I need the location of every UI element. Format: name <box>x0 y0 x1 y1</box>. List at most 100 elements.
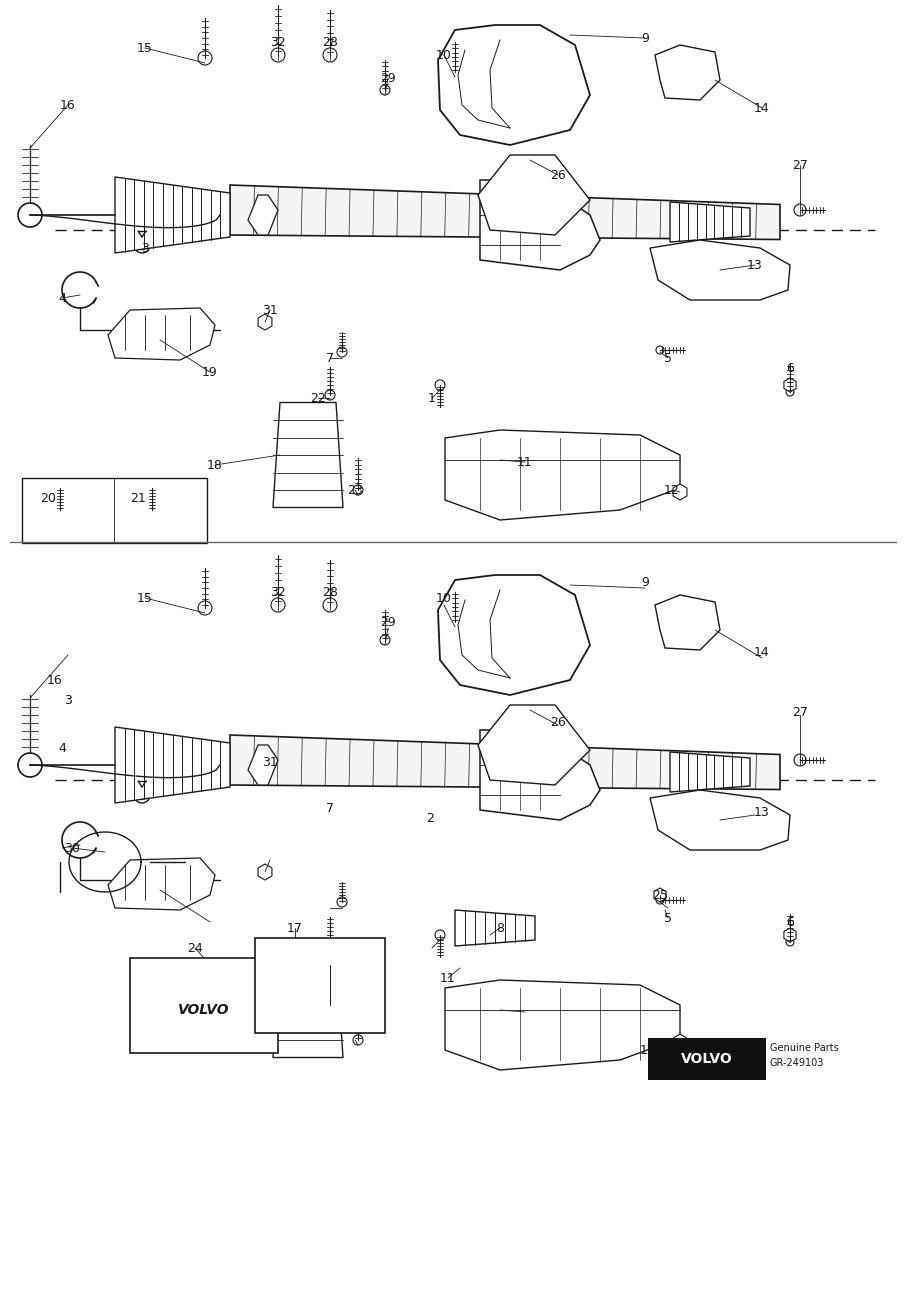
Circle shape <box>261 868 269 877</box>
Circle shape <box>380 84 390 95</box>
Circle shape <box>676 1038 684 1047</box>
Text: VOLVO: VOLVO <box>681 1052 733 1066</box>
Text: 29: 29 <box>381 71 396 84</box>
Circle shape <box>794 204 806 216</box>
Circle shape <box>656 891 664 899</box>
Text: 15: 15 <box>137 591 153 604</box>
Polygon shape <box>670 752 750 792</box>
Circle shape <box>786 388 794 396</box>
Bar <box>130 957 278 1053</box>
Polygon shape <box>438 25 590 145</box>
Text: 9: 9 <box>641 575 649 588</box>
Text: 14: 14 <box>754 646 770 659</box>
Text: 7: 7 <box>326 352 334 365</box>
Polygon shape <box>230 735 780 790</box>
Text: 31: 31 <box>262 756 278 769</box>
Circle shape <box>680 70 690 81</box>
Polygon shape <box>445 430 680 520</box>
Circle shape <box>323 48 337 62</box>
Text: 12: 12 <box>664 483 680 496</box>
Polygon shape <box>673 1034 687 1050</box>
Circle shape <box>786 938 794 946</box>
Polygon shape <box>445 979 680 1070</box>
Circle shape <box>198 51 212 65</box>
Polygon shape <box>655 45 720 100</box>
Text: 2: 2 <box>426 812 434 825</box>
Text: 13: 13 <box>747 259 763 271</box>
Circle shape <box>271 598 285 612</box>
Circle shape <box>786 381 794 388</box>
Circle shape <box>340 976 360 995</box>
Bar <box>255 938 385 1033</box>
Text: 5: 5 <box>664 352 672 365</box>
Text: 8: 8 <box>496 921 504 934</box>
Polygon shape <box>115 727 230 803</box>
Bar <box>22 478 207 543</box>
Polygon shape <box>455 911 535 946</box>
Polygon shape <box>248 746 278 785</box>
Polygon shape <box>670 203 750 242</box>
Polygon shape <box>480 730 600 820</box>
Polygon shape <box>478 155 590 235</box>
Text: 3: 3 <box>141 242 149 255</box>
Text: 30: 30 <box>64 842 80 855</box>
Text: 32: 32 <box>270 35 286 48</box>
Text: Genuine Parts: Genuine Parts <box>770 1043 839 1053</box>
Text: 11: 11 <box>517 456 533 469</box>
Text: 25: 25 <box>652 889 668 902</box>
Polygon shape <box>784 927 796 942</box>
Circle shape <box>515 735 535 755</box>
Text: 29: 29 <box>381 616 396 629</box>
Polygon shape <box>650 790 790 850</box>
Polygon shape <box>650 240 790 300</box>
Circle shape <box>435 381 445 390</box>
Circle shape <box>450 68 460 77</box>
Text: 17: 17 <box>287 921 303 934</box>
Circle shape <box>708 808 732 831</box>
Text: GR-249103: GR-249103 <box>770 1057 824 1068</box>
Circle shape <box>500 210 520 230</box>
Text: 22: 22 <box>310 391 326 404</box>
Polygon shape <box>230 184 780 239</box>
Text: 10: 10 <box>436 591 452 604</box>
Text: 27: 27 <box>792 158 808 171</box>
Polygon shape <box>438 575 590 695</box>
Circle shape <box>134 236 150 253</box>
Circle shape <box>744 252 756 264</box>
Text: 31: 31 <box>262 304 278 317</box>
Polygon shape <box>115 177 230 253</box>
Polygon shape <box>258 864 272 879</box>
Circle shape <box>675 65 695 84</box>
Text: 1: 1 <box>428 391 436 404</box>
Circle shape <box>290 965 330 1005</box>
Circle shape <box>353 1035 363 1044</box>
Text: 26: 26 <box>550 169 566 182</box>
Circle shape <box>435 930 445 940</box>
Circle shape <box>380 635 390 646</box>
Text: 19: 19 <box>202 365 217 378</box>
Text: 32: 32 <box>270 586 286 599</box>
Text: 16: 16 <box>60 99 76 112</box>
Circle shape <box>271 48 285 62</box>
Text: 6: 6 <box>786 361 794 374</box>
Text: 9: 9 <box>641 31 649 44</box>
Text: 4: 4 <box>58 291 66 304</box>
Circle shape <box>300 976 320 995</box>
Polygon shape <box>108 859 215 911</box>
Text: 12: 12 <box>641 1043 656 1056</box>
Polygon shape <box>784 378 796 392</box>
Polygon shape <box>248 195 278 235</box>
Circle shape <box>146 504 158 516</box>
Polygon shape <box>273 952 343 1057</box>
Text: 11: 11 <box>440 972 456 985</box>
Circle shape <box>794 753 806 766</box>
Text: 21: 21 <box>130 491 146 504</box>
Circle shape <box>325 940 335 950</box>
Circle shape <box>353 485 363 495</box>
Circle shape <box>337 898 347 907</box>
Circle shape <box>676 487 684 496</box>
Circle shape <box>523 103 537 117</box>
Text: 24: 24 <box>188 942 203 955</box>
Text: 15: 15 <box>137 42 153 55</box>
Text: 10: 10 <box>436 48 452 61</box>
